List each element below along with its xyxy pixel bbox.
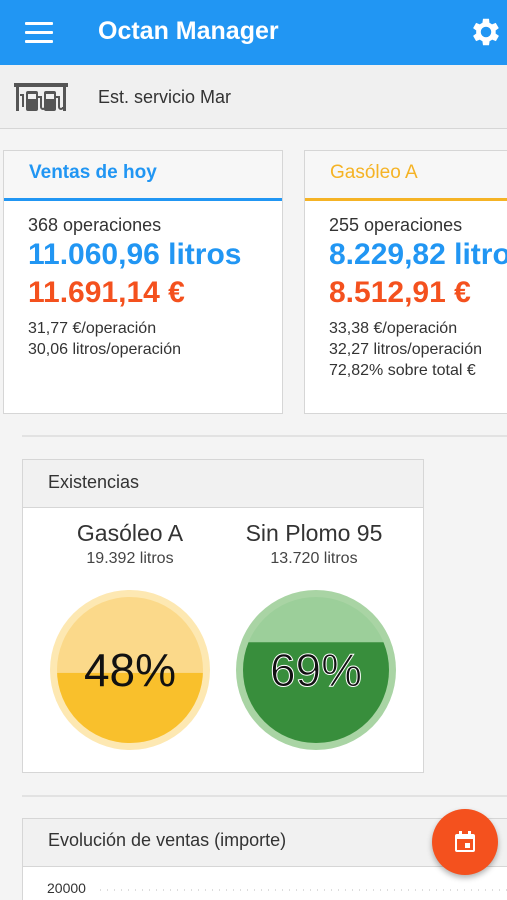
station-bar[interactable]: Est. servicio Mar xyxy=(0,65,507,129)
card-stat: 72,82% sobre total € xyxy=(329,362,476,379)
gauge-percent: 69% xyxy=(270,644,362,696)
existencias-panel: Existencias Gasóleo A 19.392 litros Sin … xyxy=(22,459,424,773)
panel-title: Evolución de ventas (importe) xyxy=(23,819,507,867)
card-title: Ventas de hoy xyxy=(4,151,282,201)
card-stat: 33,38 €/operación xyxy=(329,320,458,337)
evolucion-panel: Evolución de ventas (importe) xyxy=(22,818,507,900)
gauge-percent: 48% xyxy=(84,644,176,696)
chart-gridline xyxy=(100,889,507,891)
app-title: Octan Manager xyxy=(98,17,279,45)
card-litros: 8.229,82 litros xyxy=(329,238,507,271)
card-importe: 8.512,91 € xyxy=(329,276,471,309)
tank-name: Gasóleo A xyxy=(76,520,184,546)
tank-gasoleo-a[interactable]: Gasóleo A 19.392 litros xyxy=(35,520,225,568)
card-importe: 11.691,14 € xyxy=(28,276,185,309)
panel-title: Existencias xyxy=(23,460,423,508)
card-stat: 31,77 €/operación xyxy=(28,320,157,337)
card-stat: 32,27 litros/operación xyxy=(329,341,482,358)
divider xyxy=(22,435,507,437)
tank-sin-plomo-95[interactable]: Sin Plomo 95 13.720 litros xyxy=(219,520,409,568)
y-axis-tick: 20000 xyxy=(47,880,86,896)
gear-icon[interactable] xyxy=(468,14,504,50)
card-stat: 30,06 litros/operación xyxy=(28,341,181,358)
card-litros: 11.060,96 litros xyxy=(28,238,242,271)
card-gasoleo-a[interactable]: Gasóleo A 255 operaciones 8.229,82 litro… xyxy=(304,150,507,414)
gauge-gasoleo-a: 48% xyxy=(50,590,210,750)
app-bar: Octan Manager xyxy=(0,0,507,65)
calendar-icon xyxy=(455,831,475,852)
tank-litros: 13.720 litros xyxy=(270,550,358,567)
card-title: Gasóleo A xyxy=(305,151,507,201)
divider xyxy=(22,795,507,797)
card-operaciones: 368 operaciones xyxy=(28,215,162,235)
card-operaciones: 255 operaciones xyxy=(329,215,463,235)
fuel-station-icon xyxy=(14,83,68,111)
card-ventas-hoy[interactable]: Ventas de hoy 368 operaciones 11.060,96 … xyxy=(3,150,283,414)
gauge-sin-plomo-95: 69% xyxy=(236,590,396,750)
menu-icon[interactable] xyxy=(22,20,56,46)
station-name: Est. servicio Mar xyxy=(98,87,232,107)
calendar-fab-button[interactable] xyxy=(432,809,498,875)
tank-name: Sin Plomo 95 xyxy=(245,520,383,546)
tank-litros: 19.392 litros xyxy=(86,550,174,567)
